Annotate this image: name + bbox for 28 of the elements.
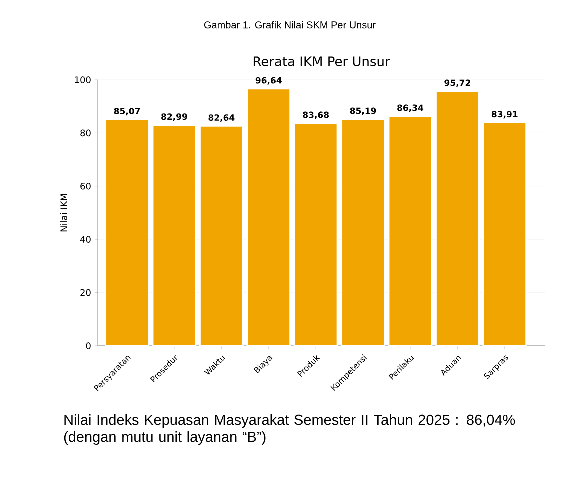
data-label: 85,07 — [114, 108, 140, 116]
bar — [246, 88, 292, 347]
text: Gambar 1. Grafik Nilai SKM Per Unsur — [204, 21, 376, 29]
y-tick-label: 0 — [86, 342, 91, 350]
bar — [199, 125, 244, 347]
data-label: 82,99 — [162, 114, 188, 122]
y-tick-label: 60 — [80, 182, 91, 190]
bar — [341, 118, 386, 347]
y-tick-label: 80 — [80, 130, 91, 137]
text: Nilai Indeks Kepuasan Masyarakat Semester II Tahun 2025 : 86,04% (dengan mutu unit layanan “B”) — [64, 414, 516, 446]
data-label: 85,19 — [350, 108, 376, 116]
y-axis-title: Nilai IKM — [60, 194, 68, 232]
data-label: 83,91 — [492, 111, 518, 119]
data-label: 83,68 — [303, 112, 330, 120]
bar — [105, 118, 150, 347]
bar — [388, 116, 433, 347]
bar — [152, 124, 197, 347]
data-label: 95,72 — [444, 80, 470, 88]
bar — [435, 90, 480, 347]
y-tick-label: 20 — [80, 289, 91, 296]
y-tick-label: 100 — [75, 76, 91, 84]
chart-title: Rerata IKM Per Unsur — [254, 56, 390, 66]
data-label: 82,64 — [208, 114, 235, 122]
bar — [482, 122, 528, 347]
data-label: 86,34 — [398, 104, 424, 112]
data-label: 96,64 — [256, 77, 282, 85]
bar — [294, 122, 338, 347]
y-tick-label: 40 — [80, 236, 91, 243]
